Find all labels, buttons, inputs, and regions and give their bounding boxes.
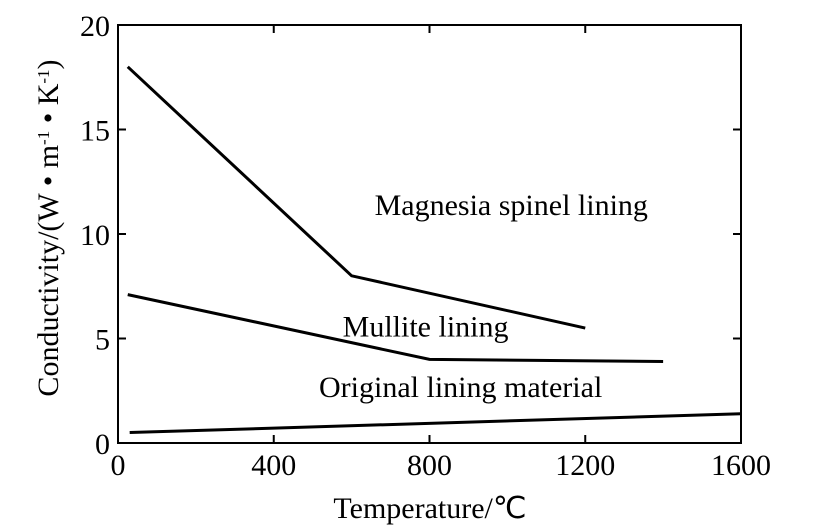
series-line-2	[129, 412, 742, 435]
y-tick-label: 5	[95, 324, 110, 357]
series-lines	[126, 65, 742, 435]
x-tick-label: 1600	[711, 449, 771, 482]
x-tick-label: 400	[251, 449, 296, 482]
ticks: 0 400 800 1200 1600 0 5 10 15 20	[80, 10, 771, 482]
series-label-1: Mullite lining	[343, 310, 509, 343]
series-label-0: Magnesia spinel lining	[375, 189, 648, 222]
series-line-0	[126, 65, 586, 330]
y-tick-label: 15	[80, 115, 110, 148]
x-tick-label: 800	[407, 449, 452, 482]
y-tick-label: 20	[80, 10, 110, 43]
y-axis-title: Conductivity/(W • m-1 • K-1)	[32, 59, 65, 396]
series-line-1	[127, 293, 664, 363]
x-tick-label: 0	[111, 449, 126, 482]
series-label-2: Original lining material	[319, 371, 602, 404]
y-tick-label: 0	[95, 428, 110, 461]
x-axis-title: Temperature/℃	[333, 492, 526, 525]
x-tick-label: 1200	[555, 449, 615, 482]
y-tick-label: 10	[80, 219, 110, 252]
series-labels: Magnesia spinel lining Mullite lining Orig…	[319, 189, 648, 404]
